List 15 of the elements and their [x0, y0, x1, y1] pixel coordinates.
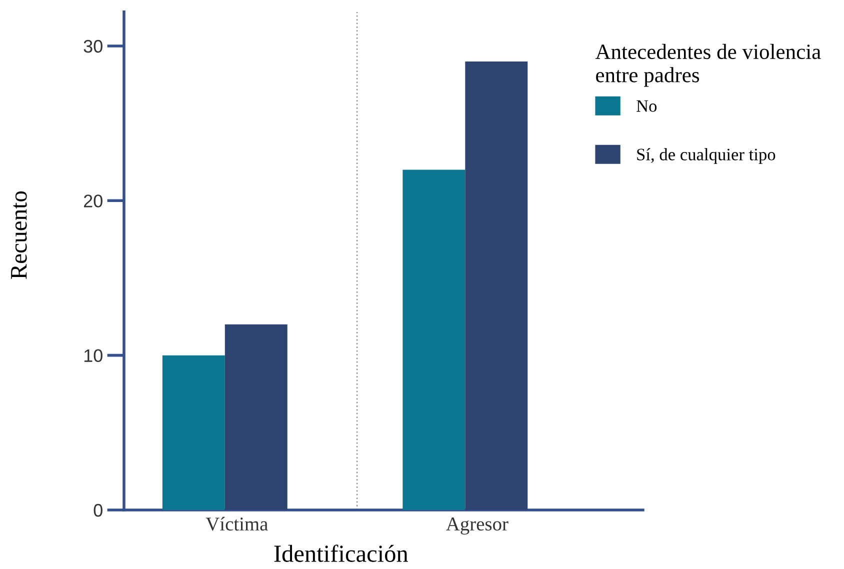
y-tick-label: 30 [84, 40, 102, 53]
legend-label: No [636, 100, 657, 112]
x-tick-label: Víctima [206, 516, 268, 531]
y-axis-title: Recuento [11, 191, 27, 279]
x-tick-label: Agresor [446, 518, 508, 535]
legend-title: Antecedentes de violencia entre padres [595, 44, 821, 87]
y-tick-label: 20 [84, 194, 102, 208]
bar [402, 170, 466, 510]
bar [162, 355, 225, 510]
x-axis-title: Identificación [274, 544, 408, 562]
bar [224, 324, 288, 510]
y-tick-label: 0 [94, 504, 102, 517]
y-tick-label: 10 [84, 349, 102, 362]
legend-label: Sí, de cualquier tipo [637, 148, 776, 164]
bar [465, 61, 528, 510]
